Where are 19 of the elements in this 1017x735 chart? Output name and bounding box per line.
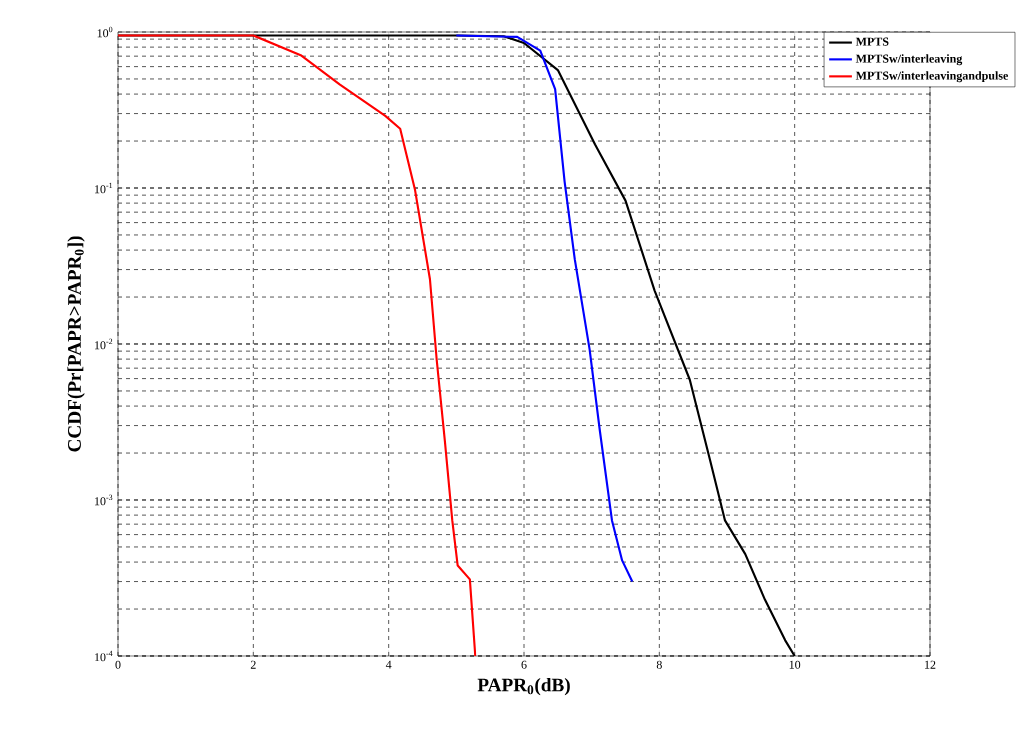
y-tick-label: 10$^{-1}$	[95, 182, 113, 194]
y-axis-title: CCDF(Pr[PAPR>PAPR$_{0}$])	[67, 236, 85, 452]
x-tick-label: 6	[521, 660, 527, 669]
line-series	[455, 34, 634, 583]
x-tick-label: 8	[656, 660, 662, 669]
y-tick-label: 10$^{-2}$	[95, 338, 113, 350]
legend-label: MPTSw/interleaving	[855, 54, 963, 66]
x-tick-label: 0	[115, 660, 121, 669]
legend-label: MPTS	[855, 37, 889, 46]
x-tick-label: 10	[789, 660, 801, 669]
y-tick-label: 10$^{-3}$	[95, 494, 113, 506]
x-tick-label: 4	[385, 660, 392, 669]
x-axis-title: PAPR$_{0}$(dB)	[477, 677, 570, 696]
y-tick-label: 10$^{0}$	[97, 26, 113, 38]
legend-label: MPTSw/interleavingandpulse	[855, 71, 1009, 83]
x-tick-label: 2	[250, 660, 256, 669]
x-tick-label: 12	[925, 660, 936, 669]
y-tick-label: 10$^{-4}$	[95, 650, 113, 662]
line-series	[118, 34, 477, 656]
